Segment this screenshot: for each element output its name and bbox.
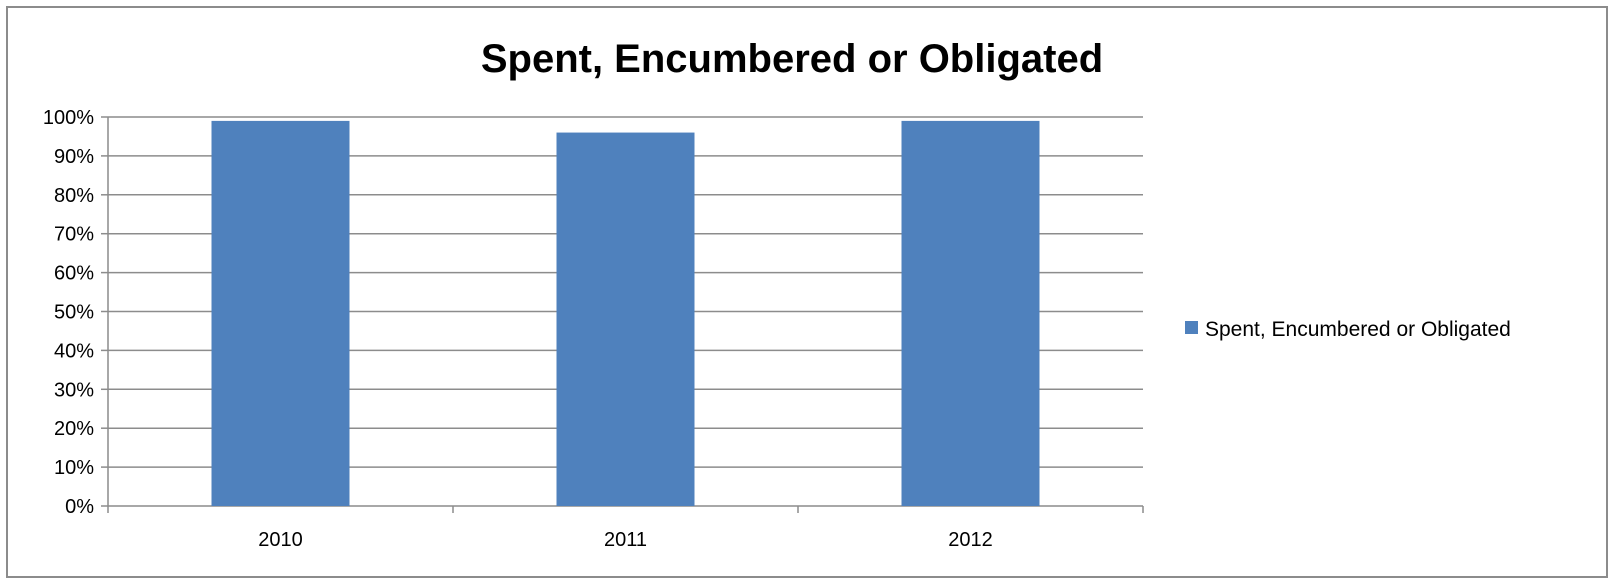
y-tick-label: 30% [54, 379, 94, 401]
y-tick-label: 0% [65, 496, 94, 518]
legend-swatch [1185, 321, 1198, 334]
x-tick-label: 2011 [604, 529, 647, 551]
bar-2012 [901, 120, 1040, 506]
bar-2010 [211, 120, 350, 506]
chart-title: Spent, Encumbered or Obligated [481, 37, 1103, 81]
legend-label: Spent, Encumbered or Obligated [1205, 318, 1511, 341]
legend: Spent, Encumbered or Obligated [1185, 318, 1511, 341]
bars [211, 120, 1040, 506]
x-tick-label: 2012 [948, 529, 993, 551]
y-axis: 0% 10% 20% 30% 40% 50% 60% 70% 80% 90% 100% [43, 107, 109, 518]
y-tick-label: 10% [54, 457, 94, 479]
bar-2011 [556, 132, 695, 506]
x-axis: 2010 2011 2012 [107, 505, 1144, 551]
y-tick-label: 60% [54, 263, 94, 285]
y-tick-label: 90% [54, 146, 94, 168]
y-tick-label: 20% [54, 418, 94, 440]
y-tick-label: 70% [54, 224, 94, 246]
y-tick-label: 80% [54, 185, 94, 207]
y-tick-label: 100% [43, 107, 94, 129]
y-tick-label: 50% [54, 302, 94, 324]
y-tick-label: 40% [54, 340, 94, 362]
x-tick-label: 2010 [258, 529, 303, 551]
